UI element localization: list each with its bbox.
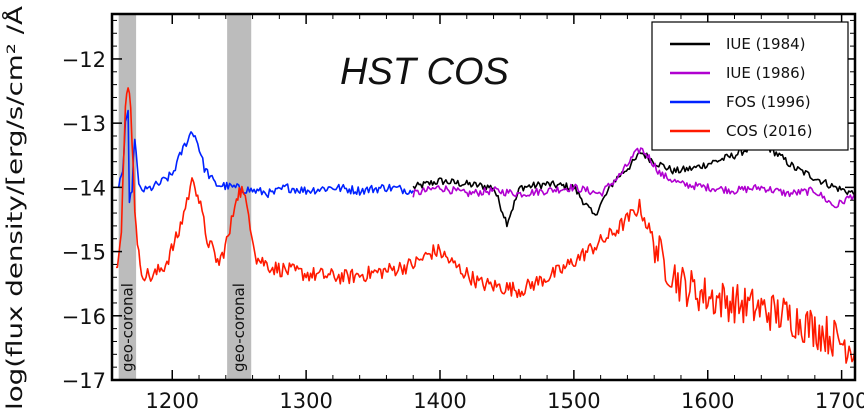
y-tick-label--16: −16: [62, 305, 106, 329]
legend-label-3: FOS (1996): [726, 93, 811, 111]
band-label-1: geo-coronal: [118, 283, 136, 372]
x-tick-label-1300: 1300: [279, 389, 332, 413]
x-tick-label-1200: 1200: [146, 389, 199, 413]
chart-annotation: HST COS: [340, 51, 509, 93]
x-tick-label-1700: 1700: [815, 389, 864, 413]
axis-ticks: 1200 1300 1400 1500 1600 1700 −17 −16 −15 −14 −13 −…: [62, 14, 864, 413]
legend-label-1: IUE (1984): [726, 35, 806, 53]
series-line-cos-2016: [116, 87, 855, 364]
series-line-iue-1986: [412, 147, 855, 209]
series-line-fos-1996: [117, 109, 414, 204]
legend-label-2: IUE (1986): [726, 64, 806, 82]
x-tick-label-1500: 1500: [547, 389, 600, 413]
legend: IUE (1984) IUE (1986) FOS (1996) COS (2016): [651, 21, 849, 151]
y-tick-label--15: −15: [62, 241, 106, 265]
x-tick-label-1600: 1600: [681, 389, 734, 413]
legend-label-4: COS (2016): [726, 122, 812, 140]
shaded-band-1: [118, 14, 137, 380]
y-tick-label--12: −12: [62, 48, 106, 72]
series-lines: [116, 87, 855, 364]
shaded-band-2: [227, 14, 252, 380]
y-tick-label--13: −13: [62, 112, 106, 136]
y-tick-label--14: −14: [62, 176, 106, 200]
y-axis-label: log(flux density/[erg/s/cm² /Å: [1, 5, 27, 410]
shaded-bands: [118, 14, 252, 380]
y-tick-label--17: −17: [62, 369, 106, 393]
band-labels: geo-coronal geo-coronal: [118, 283, 248, 372]
series-line-iue-1984: [412, 138, 855, 228]
plot-frame: [110, 12, 857, 382]
x-tick-label-1400: 1400: [413, 389, 466, 413]
band-label-2: geo-coronal: [230, 283, 248, 372]
